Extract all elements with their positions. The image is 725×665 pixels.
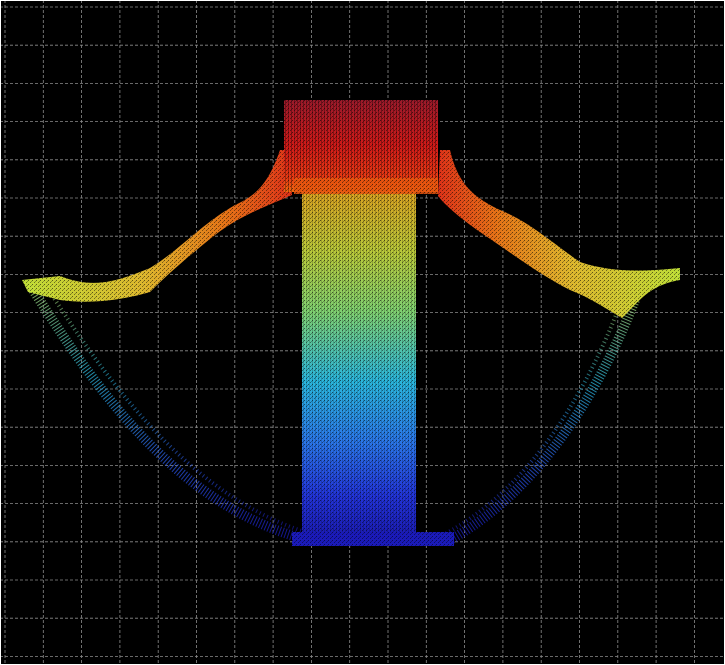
left-curve-profile-inner [48, 290, 306, 534]
point-cloud [22, 100, 680, 546]
right-curve-profile-inner [444, 304, 622, 536]
right-curve-profile [447, 298, 640, 545]
left-curve-profile [25, 282, 302, 543]
